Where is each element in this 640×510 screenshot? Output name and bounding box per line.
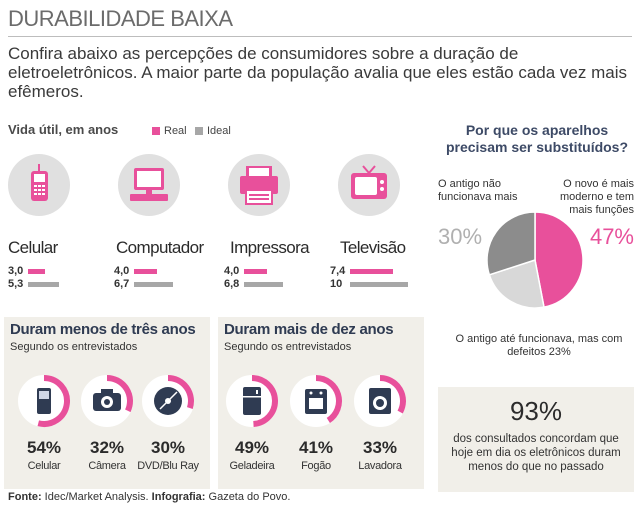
intro-text: Confira abaixo as percepções de consumid…	[8, 44, 627, 101]
source-label: Fonte:	[8, 491, 42, 503]
mobile-phone-icon	[31, 164, 48, 201]
legend-real: Real	[152, 125, 187, 137]
ring-camera-lens-center	[104, 399, 110, 405]
ring-stove-knob	[319, 391, 323, 395]
legend-ideal-swatch	[195, 127, 203, 135]
television-icon	[351, 165, 387, 199]
legend-real-swatch	[152, 127, 160, 135]
reason-defects: O antigo até funcionava, mas com defeito…	[455, 333, 623, 358]
celular-icon-circle	[8, 154, 70, 216]
ring-fridge-divider	[243, 396, 261, 398]
legend-ideal-label: Ideal	[207, 125, 231, 137]
stat-text: dos consultados concordam que hoje em di…	[451, 433, 621, 473]
reason-new-better-pct: 47%	[589, 224, 634, 249]
device-name-celular: Celular	[8, 238, 58, 257]
more-than-ten-subtitle: Segundo os entrevistados	[224, 341, 352, 353]
label-camera: Câmera	[88, 460, 126, 472]
ring-fridge-icon	[243, 387, 261, 415]
ring-value-lavadora	[379, 375, 406, 414]
reason-not-working-pct: 30%	[438, 224, 483, 249]
credit-label: Infografia:	[151, 491, 206, 503]
device-name-impressora: Impressora	[230, 238, 310, 257]
ring-value-cmera	[106, 375, 133, 413]
pie-slice-defects	[488, 259, 545, 309]
label-lavadora: Lavadora	[358, 460, 402, 472]
ring-stove-door	[309, 398, 323, 409]
ring-phone-screen	[39, 391, 49, 399]
less-than-three-title: Duram menos de três anos	[10, 321, 196, 338]
label-celular: Celular	[27, 460, 61, 472]
pie-slice-new-better	[534, 211, 584, 309]
credit-text: Gazeta do Povo.	[208, 491, 291, 503]
label-dvd: DVD/Blu Ray	[137, 460, 199, 472]
more-than-ten-title: Duram mais de dez anos	[224, 321, 394, 338]
ring-stove-knob	[309, 391, 313, 395]
stat-value: 93%	[509, 396, 563, 426]
pct-celular: 54%	[26, 438, 62, 457]
why-heading: Por que os aparelhos precisam ser substi…	[445, 122, 629, 155]
televisao-icon-circle	[338, 154, 400, 216]
reason-new-better: O novo é mais moderno e tem mais funções	[560, 178, 634, 216]
lifespan-heading: Vida útil, em anos	[8, 122, 119, 137]
reason-not-working: O antigo não funcionava mais	[438, 178, 518, 203]
ring-fridge-handle	[256, 390, 258, 394]
source-line: Fonte: Idec/Market Analysis. Infografia:…	[8, 491, 290, 503]
page-title: DURABILIDADE BAIXA	[8, 6, 233, 31]
pct-dvd: 30%	[150, 438, 186, 457]
pct-lavadora: 33%	[362, 438, 398, 457]
stat-box	[438, 387, 634, 492]
pct-fogao: 41%	[298, 438, 334, 457]
impressora-icon-circle	[228, 154, 290, 216]
ring-disc-shine	[159, 391, 178, 410]
ring-camera-top	[101, 389, 113, 394]
ring-value-dvdbluray	[167, 375, 194, 410]
device-name-computador: Computador	[116, 238, 204, 257]
legend-real-label: Real	[164, 125, 187, 137]
pct-geladeira: 49%	[234, 438, 270, 457]
ring-value-geladeira	[251, 375, 278, 427]
ring-washer-drum	[376, 399, 384, 407]
pct-camera: 32%	[89, 438, 125, 457]
label-fogao: Fogão	[301, 460, 331, 472]
pie-slice-not-working	[486, 211, 536, 276]
label-geladeira: Geladeira	[229, 460, 275, 472]
legend-ideal: Ideal	[195, 125, 231, 137]
ring-value-fogo	[315, 375, 342, 423]
source-text: Idec/Market Analysis.	[44, 491, 149, 503]
device-name-televisao: Televisão	[340, 238, 406, 257]
less-than-three-subtitle: Segundo os entrevistados	[10, 341, 138, 353]
title-divider	[8, 36, 632, 37]
computer-icon	[130, 168, 168, 201]
computador-icon-circle	[118, 154, 180, 216]
ring-value-celular	[37, 375, 70, 427]
printer-icon	[240, 166, 278, 205]
